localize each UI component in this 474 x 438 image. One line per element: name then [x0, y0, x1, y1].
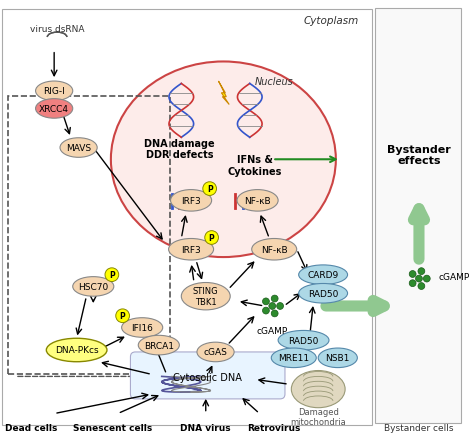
Text: CARD9: CARD9 [308, 271, 339, 279]
Text: HSC70: HSC70 [78, 282, 109, 291]
Text: Cytoplasm: Cytoplasm [303, 15, 359, 25]
Circle shape [418, 283, 425, 290]
Text: BRCA1: BRCA1 [144, 341, 174, 350]
Text: P: P [207, 185, 212, 194]
Text: STING
TBK1: STING TBK1 [193, 287, 219, 306]
Text: RIG-I: RIG-I [43, 87, 65, 96]
Circle shape [205, 231, 219, 245]
Ellipse shape [252, 239, 297, 261]
Text: Retrovirus: Retrovirus [247, 424, 301, 432]
Ellipse shape [111, 62, 336, 258]
Ellipse shape [60, 138, 97, 158]
Text: RAD50: RAD50 [308, 289, 338, 298]
Circle shape [105, 268, 118, 282]
Text: cGAMP: cGAMP [256, 326, 288, 335]
Text: IFNs &
Cytokines: IFNs & Cytokines [228, 155, 282, 177]
Text: virus dsRNA: virus dsRNA [30, 25, 84, 34]
Text: P: P [109, 271, 115, 279]
Circle shape [423, 276, 430, 283]
Ellipse shape [299, 265, 347, 285]
Ellipse shape [299, 284, 347, 304]
Circle shape [116, 309, 129, 323]
Text: Senescent cells: Senescent cells [73, 424, 153, 432]
Ellipse shape [36, 99, 73, 119]
Text: Damaged
mitochondria: Damaged mitochondria [291, 407, 346, 426]
Ellipse shape [197, 343, 234, 362]
Text: DNA virus: DNA virus [181, 424, 231, 432]
Text: IRF3: IRF3 [181, 245, 201, 254]
Circle shape [263, 307, 269, 314]
Circle shape [409, 271, 416, 278]
Text: XRCC4: XRCC4 [39, 105, 69, 113]
Text: IRF3: IRF3 [181, 196, 201, 205]
Circle shape [271, 296, 278, 302]
Ellipse shape [46, 339, 107, 362]
Ellipse shape [318, 348, 357, 368]
Text: Dead cells: Dead cells [6, 424, 58, 432]
Ellipse shape [73, 277, 114, 297]
FancyBboxPatch shape [375, 9, 461, 424]
Ellipse shape [122, 318, 163, 338]
Text: MRE11: MRE11 [278, 353, 310, 363]
Text: MAVS: MAVS [66, 144, 91, 153]
Text: P: P [120, 311, 126, 321]
Circle shape [269, 303, 276, 310]
Text: NF-κB: NF-κB [261, 245, 288, 254]
Text: Nucleus: Nucleus [255, 77, 294, 87]
Ellipse shape [278, 331, 329, 350]
FancyBboxPatch shape [130, 352, 285, 399]
Text: cGAS: cGAS [204, 348, 228, 357]
FancyBboxPatch shape [2, 10, 372, 425]
Ellipse shape [181, 283, 230, 310]
Circle shape [409, 280, 416, 287]
Ellipse shape [271, 348, 316, 368]
Text: NSB1: NSB1 [326, 353, 350, 363]
Ellipse shape [171, 190, 211, 212]
Text: DNA-PKcs: DNA-PKcs [55, 346, 99, 355]
Circle shape [416, 276, 422, 283]
Polygon shape [219, 82, 229, 105]
Text: IFI16: IFI16 [131, 323, 153, 332]
Text: P: P [209, 233, 215, 243]
Ellipse shape [169, 239, 214, 261]
Circle shape [263, 298, 269, 305]
Ellipse shape [237, 190, 278, 212]
Ellipse shape [138, 336, 179, 355]
Circle shape [203, 182, 217, 196]
Ellipse shape [292, 371, 345, 408]
Circle shape [277, 303, 283, 310]
Text: RAD50: RAD50 [288, 336, 319, 345]
Ellipse shape [36, 82, 73, 101]
Text: Cytosolic DNA: Cytosolic DNA [173, 373, 242, 383]
Text: NF-κB: NF-κB [244, 196, 271, 205]
Text: DNA damage
DDR defects: DNA damage DDR defects [144, 138, 215, 160]
Text: cGAMP: cGAMP [438, 272, 470, 282]
Text: Bystander cells: Bystander cells [384, 424, 454, 432]
Circle shape [271, 310, 278, 317]
Circle shape [418, 268, 425, 275]
Text: Bystander
effects: Bystander effects [387, 144, 451, 166]
